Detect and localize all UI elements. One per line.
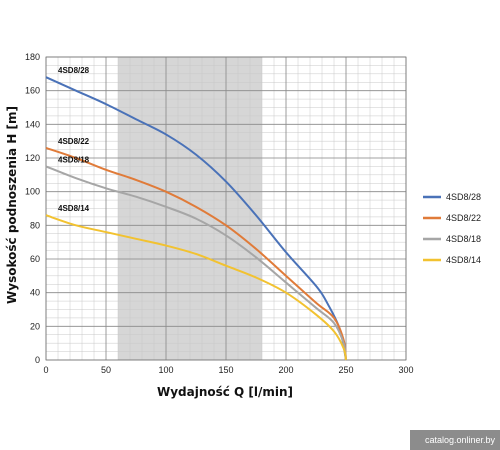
- y-tick-label: 180: [25, 52, 40, 62]
- legend-label: 4SD8/14: [446, 255, 481, 265]
- y-tick-label: 160: [25, 86, 40, 96]
- y-tick-label: 60: [30, 254, 40, 264]
- y-tick-label: 40: [30, 288, 40, 298]
- x-tick-label: 150: [218, 365, 233, 375]
- watermark-text: catalog.onliner.by: [425, 435, 496, 445]
- x-tick-label: 0: [43, 365, 48, 375]
- series-lines: [45, 76, 347, 361]
- y-axis-title: Wysokość podnoszenia H [m]: [5, 106, 19, 304]
- series-curve-label: 4SD8/28: [58, 66, 90, 75]
- x-tick-label: 100: [158, 365, 173, 375]
- y-tick-label: 100: [25, 187, 40, 197]
- y-tick-labels: 0 20 40 60 80 100 120 140 160 180: [25, 52, 40, 365]
- series-curve-label: 4SD8/14: [58, 204, 90, 213]
- series-line: [45, 214, 347, 361]
- series-curve-label: 4SD8/22: [58, 137, 90, 146]
- legend: 4SD8/28 4SD8/22 4SD8/18 4SD8/14: [423, 192, 481, 265]
- x-tick-label: 250: [338, 365, 353, 375]
- y-tick-label: 20: [30, 321, 40, 331]
- watermark-background: [410, 430, 500, 450]
- y-tick-label: 120: [25, 153, 40, 163]
- series-labels: 4SD8/28 4SD8/22 4SD8/18 4SD8/14: [58, 66, 90, 213]
- series-curve-label: 4SD8/18: [58, 155, 90, 164]
- x-tick-label: 300: [398, 365, 413, 375]
- series-line: [45, 76, 347, 361]
- x-axis-title: Wydajność Q [l/min]: [157, 385, 293, 399]
- plot-border: [45, 56, 407, 361]
- series-line: [45, 146, 347, 361]
- legend-label: 4SD8/22: [446, 213, 481, 223]
- legend-label: 4SD8/28: [446, 192, 481, 202]
- legend-label: 4SD8/18: [446, 234, 481, 244]
- x-tick-label: 50: [101, 365, 111, 375]
- y-tick-label: 0: [35, 355, 40, 365]
- x-tick-label: 200: [278, 365, 293, 375]
- series-line: [45, 165, 347, 361]
- major-grid: [45, 56, 407, 361]
- y-tick-label: 80: [30, 220, 40, 230]
- y-tick-label: 140: [25, 119, 40, 129]
- x-tick-labels: 0 50 100 150 200 250 300: [43, 365, 413, 375]
